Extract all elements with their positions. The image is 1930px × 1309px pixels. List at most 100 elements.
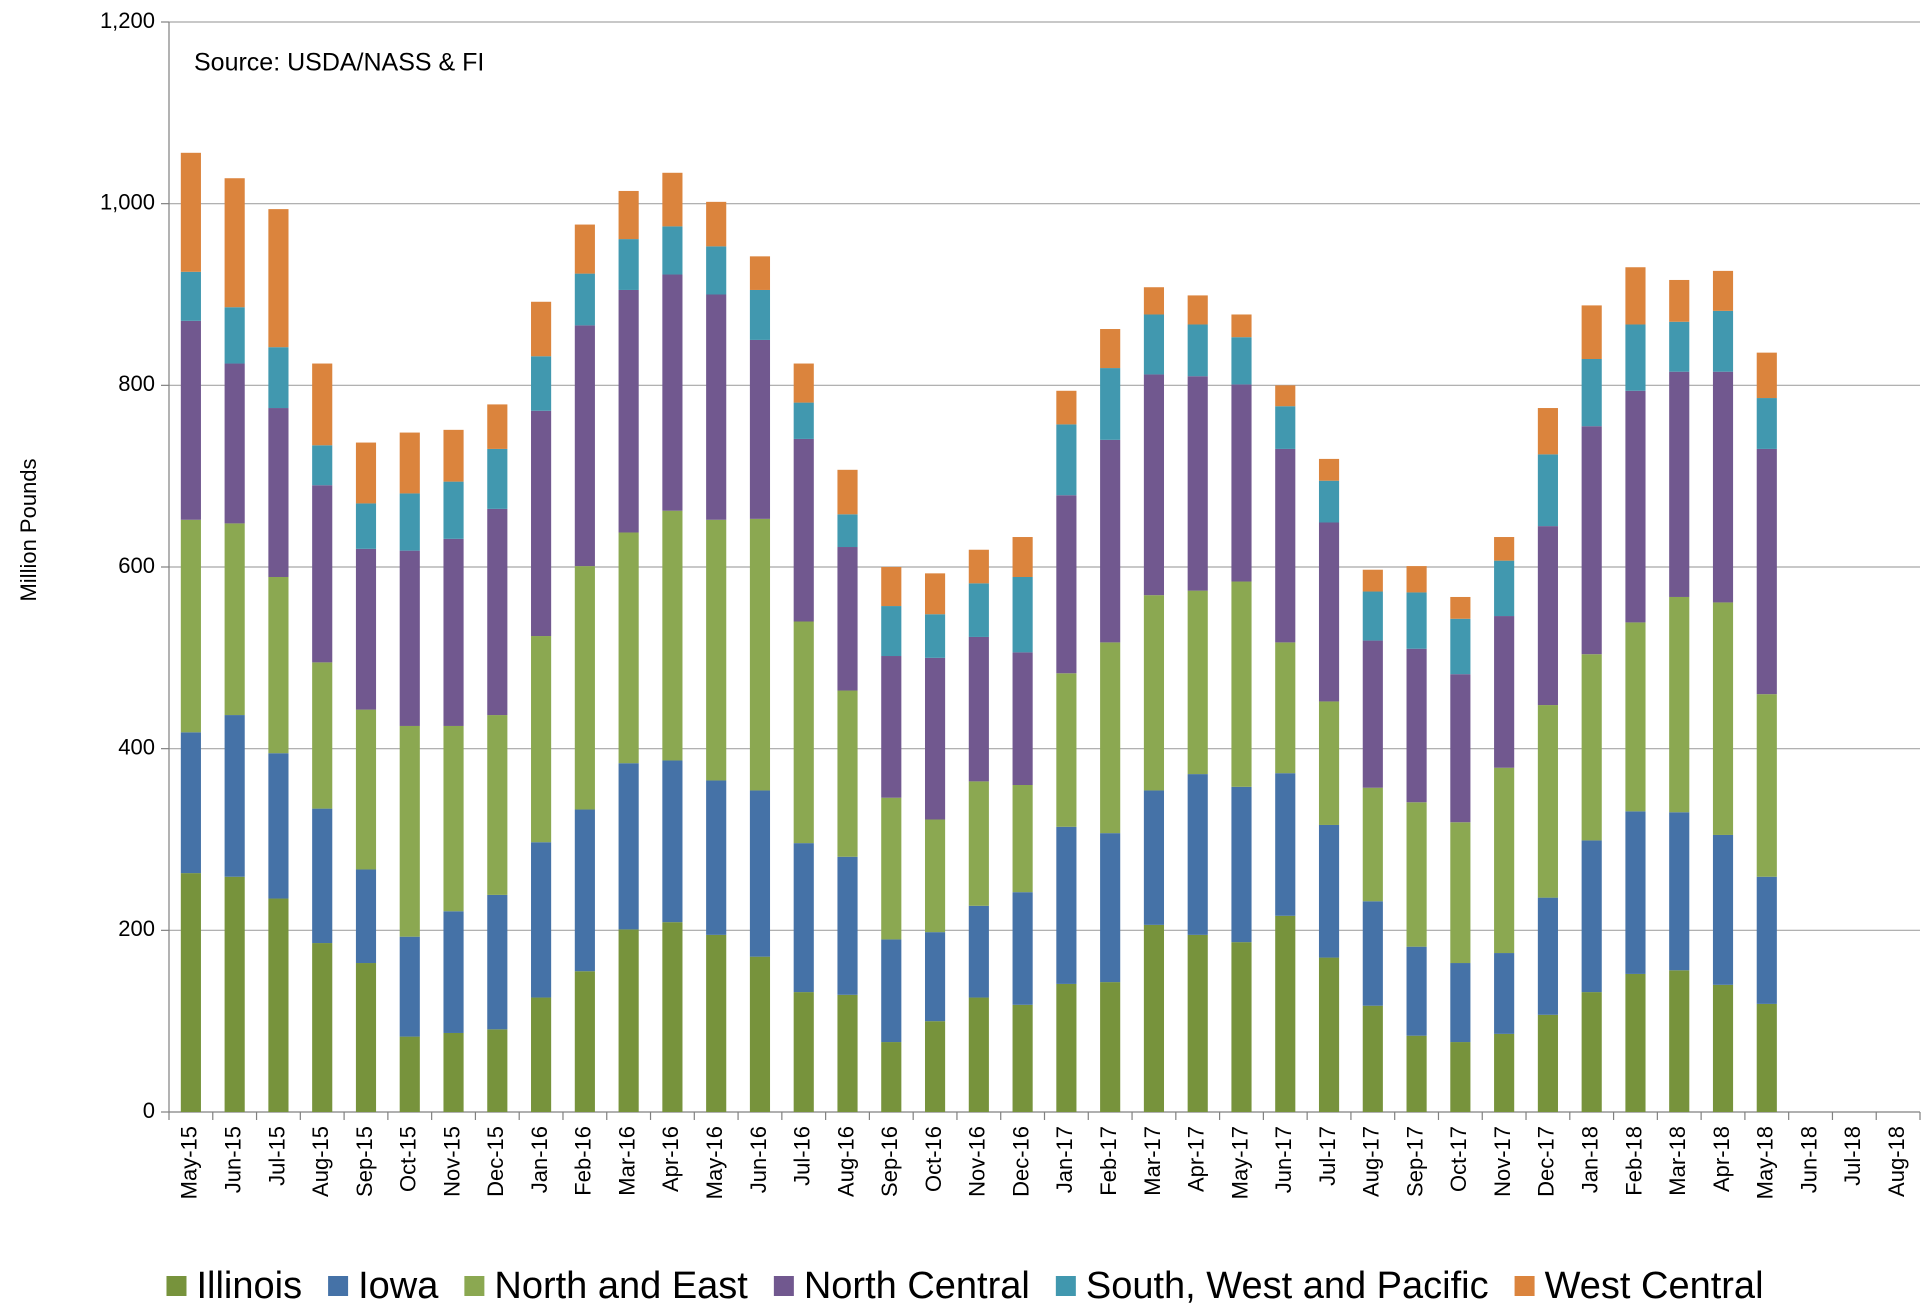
x-tick-label: Jul-15: [264, 1126, 289, 1186]
x-tick-label: Dec-17: [1534, 1126, 1559, 1197]
bar-segment: [1056, 424, 1077, 496]
x-tick-label: Feb-18: [1621, 1126, 1646, 1196]
annotation: Source: USDA/NASS & FI: [194, 49, 484, 77]
bar-segment: [1756, 876, 1777, 1004]
bar-segment: [1012, 537, 1033, 577]
x-tick-label: Aug-16: [833, 1126, 858, 1197]
bar-segment: [180, 873, 201, 1112]
bar-segment: [837, 690, 858, 857]
bar-segment: [1450, 822, 1471, 964]
bar-segment: [1143, 790, 1165, 925]
bar-segment: [881, 1042, 902, 1112]
legend-swatch: [1055, 1276, 1076, 1296]
bar-segment: [268, 576, 289, 754]
bar-segment: [1056, 826, 1077, 984]
x-tick-label: Oct-15: [396, 1126, 421, 1192]
bar-segment: [1625, 811, 1646, 974]
bar-segment: [1494, 616, 1515, 768]
bar-segment: [312, 808, 333, 944]
bar-segment: [1012, 576, 1033, 653]
bar-segment: [924, 657, 946, 820]
bar-segment: [1494, 537, 1515, 561]
bar-segment: [618, 190, 639, 240]
bar-segment: [224, 178, 245, 308]
x-tick-label: Jul-16: [790, 1126, 815, 1186]
bar-segment: [1581, 992, 1602, 1112]
bar-segment: [1581, 654, 1602, 841]
y-tick-label: 600: [118, 553, 155, 578]
bar-segment: [268, 209, 289, 348]
bar-segment: [1362, 901, 1383, 1006]
legend-label: South, West and Pacific: [1086, 1265, 1489, 1307]
x-tick-label: Feb-17: [1096, 1126, 1121, 1196]
legend-label: Iowa: [358, 1265, 439, 1307]
bar-segment: [1275, 915, 1296, 1112]
bar-segment: [1187, 774, 1208, 935]
x-tick-label: Jan-16: [527, 1126, 552, 1193]
bar-segment: [399, 936, 420, 1037]
bar-segment: [1450, 963, 1471, 1043]
x-tick-label: May-18: [1753, 1126, 1778, 1199]
bar-segment: [1450, 674, 1471, 823]
x-tick-label: Apr-18: [1709, 1126, 1734, 1192]
bar-segment: [706, 201, 727, 247]
bar-segment: [1756, 352, 1777, 399]
bar-segment: [1669, 371, 1690, 597]
bar-segment: [1406, 802, 1427, 947]
bar-segment: [837, 469, 858, 515]
y-tick-label: 1,200: [100, 8, 155, 33]
bar-segment: [268, 753, 289, 899]
bar-segment: [531, 636, 552, 843]
bar-segment: [443, 725, 464, 912]
bar-segment: [924, 1021, 946, 1112]
bar-segment: [837, 547, 858, 691]
bar-segment: [1056, 983, 1077, 1112]
bar-segment: [1537, 454, 1558, 527]
bar-segment: [793, 843, 814, 993]
bar-segment: [1012, 785, 1033, 893]
bar-segment: [881, 656, 902, 798]
bar-segment: [1143, 314, 1165, 375]
y-tick-label: 0: [143, 1098, 155, 1123]
x-tick-label: Sep-16: [877, 1126, 902, 1197]
bar-segment: [1318, 522, 1340, 702]
bar-segment: [1187, 934, 1208, 1112]
bar-segment: [1537, 705, 1558, 898]
x-tick-label: Feb-16: [571, 1126, 596, 1196]
bar-segment: [1362, 569, 1383, 592]
bar-segment: [968, 997, 989, 1112]
bar-segment: [837, 856, 858, 995]
bar-segment: [355, 442, 377, 504]
bar-segment: [355, 963, 377, 1112]
x-tick-label: Jul-17: [1315, 1126, 1340, 1186]
bar-segment: [312, 662, 333, 809]
y-tick-label: 400: [118, 734, 155, 759]
bar-segment: [1494, 560, 1515, 617]
bar-segment: [1100, 982, 1121, 1112]
bar-segment: [1494, 953, 1515, 1034]
y-tick-label: 200: [118, 916, 155, 941]
bar-segment: [180, 732, 201, 874]
bar-segment: [574, 971, 595, 1112]
bar-segment: [1712, 984, 1734, 1112]
x-tick-label: Aug-15: [308, 1126, 333, 1197]
bar-segment: [618, 763, 639, 930]
bar-segment: [531, 356, 552, 411]
bar-segment: [662, 172, 683, 227]
bar-segment: [662, 274, 683, 511]
bar-segment: [1318, 458, 1340, 481]
bar-segment: [1100, 368, 1121, 440]
legend-label: Illinois: [196, 1265, 302, 1307]
x-tick-label: Mar-16: [614, 1126, 639, 1196]
bar-segment: [1143, 595, 1165, 791]
bar-segment: [1494, 767, 1515, 954]
bar-segment: [706, 519, 727, 781]
x-tick-label: Oct-17: [1446, 1126, 1471, 1192]
x-tick-label: Jun-18: [1796, 1126, 1821, 1193]
bar-segment: [1537, 1014, 1558, 1112]
bar-segment: [749, 518, 771, 791]
legend-label: West Central: [1545, 1265, 1764, 1307]
bar-segment: [531, 410, 552, 637]
bar-segment: [268, 347, 289, 409]
